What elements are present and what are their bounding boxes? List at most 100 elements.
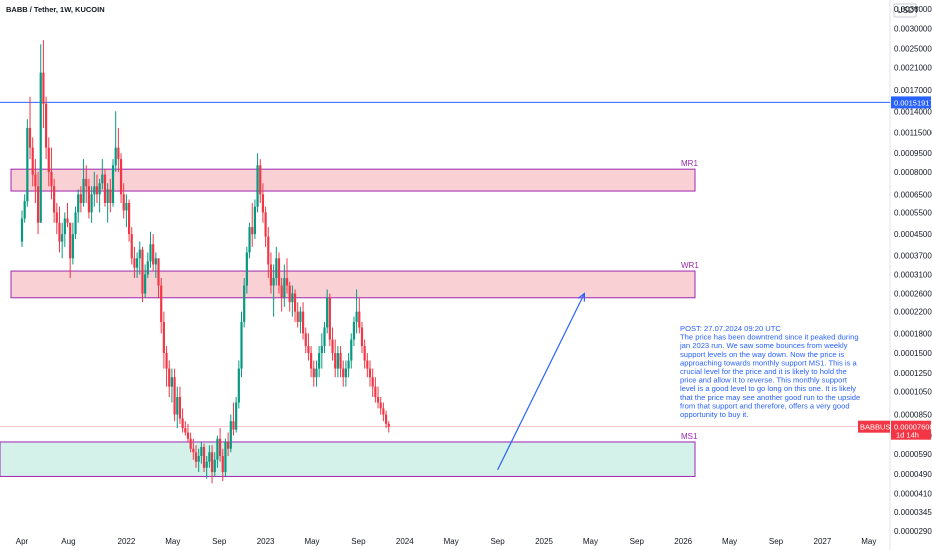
x-tick-label: Aug [61,537,75,546]
candle-body [312,368,315,378]
candle-body [111,165,115,203]
candle-body [318,353,321,369]
candle-body [122,194,125,211]
candle-body [20,218,24,242]
candle-body [352,321,356,340]
candle-body [87,186,91,213]
candle-body [253,206,256,235]
x-tick-label: May [165,537,180,546]
annotation-line: support levels on the way down. Now the … [680,350,844,359]
candle-body [58,222,61,242]
x-tick-label: May [583,537,598,546]
candle-body [44,103,48,148]
candle-body [149,244,152,262]
candle-body [36,186,40,223]
annotation-line: opportunity to buy it. [680,410,748,419]
candle-body [387,423,390,427]
candle-body [71,234,74,259]
candle-body [173,377,176,415]
candle-body [326,297,329,328]
candle-body [288,285,291,303]
annotation-text: POST: 27.07.2024 09:20 UTC The price has … [679,324,860,419]
annotation-line: The price has been downtrend since it pe… [680,333,859,342]
annotation-line: that the price may see another good run … [680,393,860,402]
candle-body [61,234,64,242]
candle-body [90,194,93,213]
candle-body [133,258,136,268]
candle-body [42,72,45,104]
candle-body [259,165,262,195]
zone-label-wr1: WR1 [681,261,699,270]
annotation-line: level is a good level to go long on this… [680,384,856,393]
zone-mr1 [10,168,696,192]
candle-body [136,258,139,268]
candle-body [144,274,147,294]
candle-body [267,236,270,265]
candle-body [232,421,235,430]
candle-body [119,159,123,195]
candle-body [374,386,377,397]
candle-body [320,346,323,354]
candle-body [160,285,163,322]
candle-body [117,147,120,160]
candle-body [334,353,337,369]
candle-body [382,408,385,415]
annotation-line: crucial level for the price and it is li… [680,367,847,376]
candle-body [248,227,251,253]
candle-body [125,202,128,211]
candle-body [109,189,112,203]
candle-body [261,194,265,213]
candle-body [28,127,32,148]
candle-body [264,212,267,237]
x-tick-label: May [722,537,737,546]
annotation-line: approaching towards monthly support MS1.… [680,358,857,367]
candle-body [371,377,374,387]
annotation-line: POST: 27.07.2024 09:20 UTC [680,324,781,333]
candle-body [376,396,380,403]
symbol-tag [858,420,890,433]
x-tick-label: Sep [351,537,366,546]
candle-body [283,278,286,298]
candle-body [165,353,168,369]
candle-body [93,186,96,195]
candle-body [336,353,339,369]
x-tick-label: Sep [212,537,227,546]
candle-body [210,452,214,473]
candle-body [218,438,222,456]
candle-body [192,448,195,453]
candle-body [363,346,366,361]
candle-body [315,368,318,378]
zone-ms1 [0,441,696,477]
x-tick-label: 2026 [674,537,692,546]
candle-body [197,455,200,462]
candle-body [154,258,157,265]
candle-body [224,441,227,473]
candle-body [170,377,174,387]
candle-body [130,234,133,259]
candle-body [310,353,313,369]
last-price-tag [891,420,931,440]
candle-body [291,293,294,303]
candle-body [384,414,388,424]
candle-body [237,368,240,403]
candle-body [47,147,50,172]
candle-body [240,321,243,369]
candle-body [208,452,211,462]
candle-body [358,311,361,328]
candle-body [307,346,310,354]
